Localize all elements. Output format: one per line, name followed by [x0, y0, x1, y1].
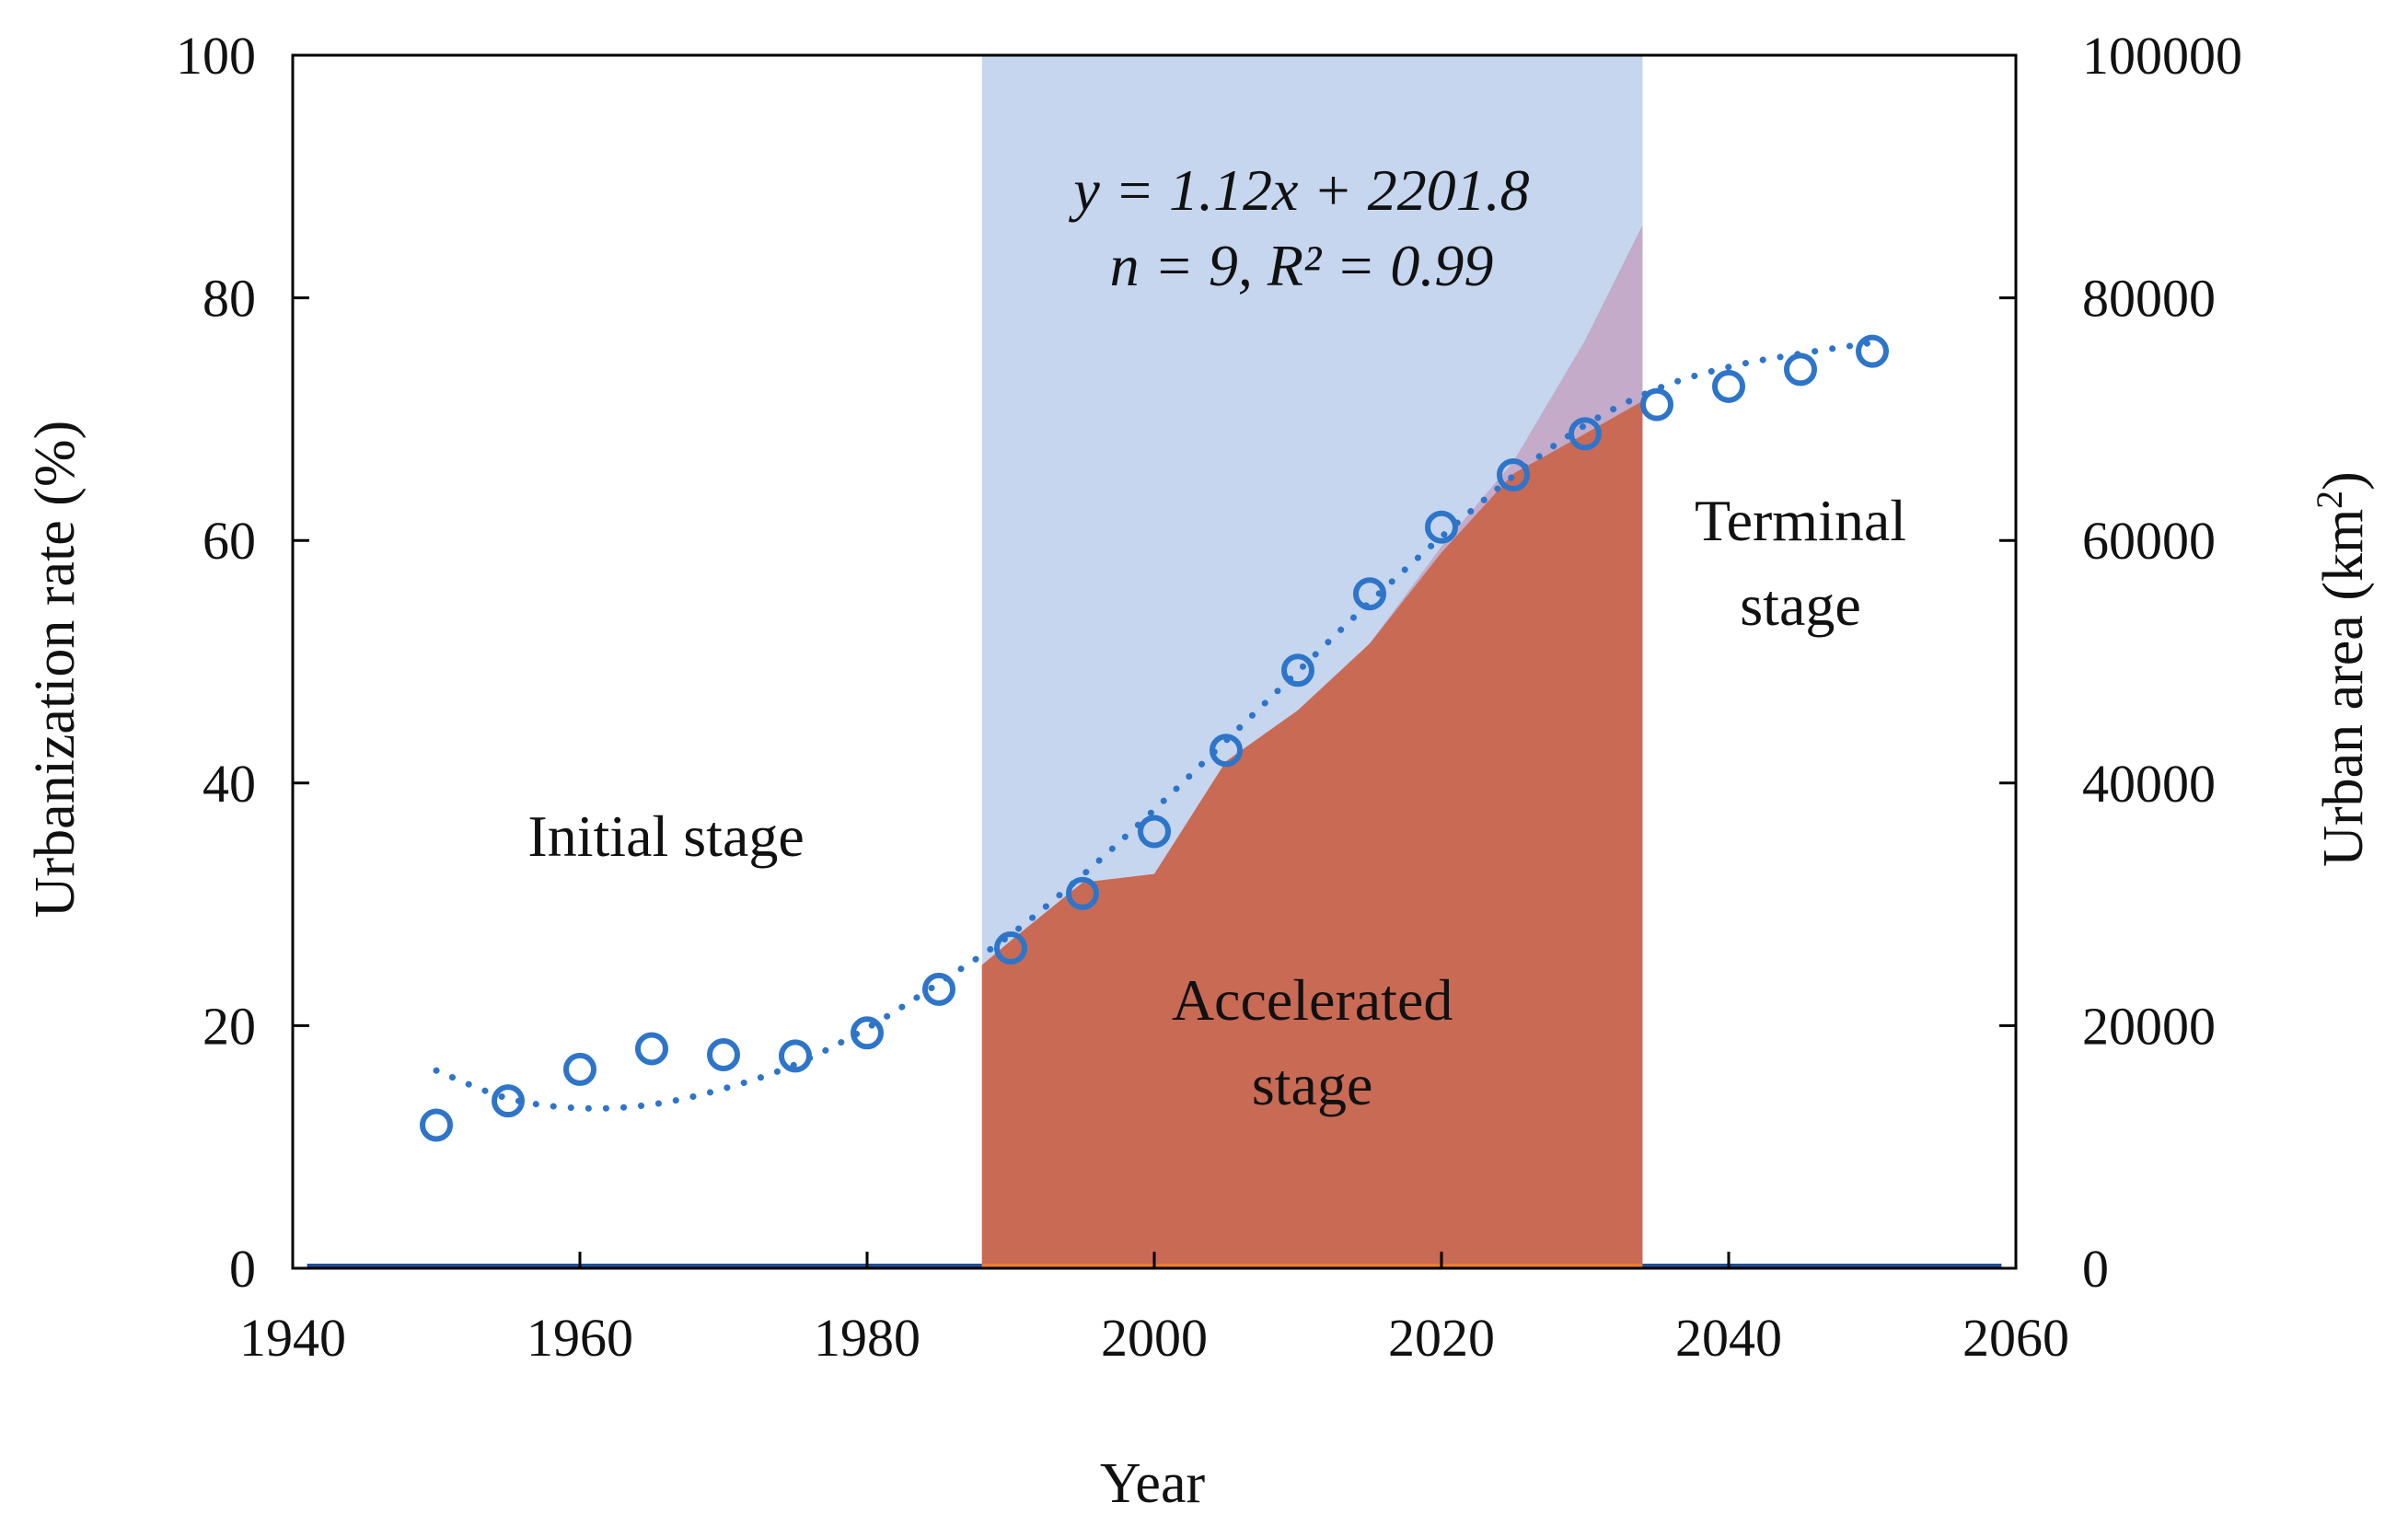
- stage-label-accelerated-0: Accelerated: [1172, 967, 1453, 1033]
- x-tick-label-1980: 1980: [814, 1308, 920, 1368]
- observed-points: [420, 334, 1889, 1142]
- y-left-tick-label-0: 0: [229, 1239, 256, 1299]
- y-axis-left-title: Urbanization rate (%): [24, 421, 87, 919]
- x-tick-label-2000: 2000: [1101, 1308, 1208, 1368]
- area-series-1: [981, 400, 1643, 1268]
- data-point-1985: [922, 972, 955, 1006]
- data-point-2045: [1784, 352, 1817, 387]
- y-left-tick-label-40: 40: [203, 754, 256, 814]
- equation-line-2: n = 9, R² = 0.99: [1110, 233, 1494, 298]
- data-point-2000: [1138, 815, 1171, 849]
- stage-labels: Initial stage Accelerated stage Terminal sta…: [527, 488, 1906, 1117]
- data-point-1990: [994, 931, 1027, 965]
- y-right-tick-label-20000: 20000: [2082, 996, 2216, 1056]
- x-tick-label-1960: 1960: [527, 1308, 633, 1368]
- data-point-1995: [1066, 876, 1099, 910]
- x-axis-title: Year: [1100, 1452, 1206, 1515]
- data-point-2020: [1425, 510, 1458, 544]
- data-point-1975: [779, 1039, 812, 1073]
- y-axis-right-title: Urban area (km2): [2309, 471, 2375, 867]
- x-tick-label-2040: 2040: [1675, 1308, 1782, 1368]
- y-right-tick-label-40000: 40000: [2082, 754, 2216, 814]
- data-point-1955: [492, 1084, 525, 1118]
- x-tick-label-1940: 1940: [239, 1308, 346, 1368]
- y-left-tick-label-60: 60: [203, 511, 256, 571]
- x-tick-label-2020: 2020: [1388, 1308, 1495, 1368]
- stage-label-initial-0: Initial stage: [527, 803, 804, 869]
- data-point-2040: [1712, 369, 1745, 403]
- data-point-2025: [1497, 458, 1530, 492]
- data-point-2010: [1281, 653, 1314, 688]
- equation-line-1: y = 1.12x + 2201.8: [1068, 157, 1529, 223]
- y-axis-right-title-sup: 2: [2309, 491, 2350, 509]
- x-axis: 1940 1960 1980 2000 2020 2040 2060: [239, 1252, 2069, 1368]
- stage-label-accelerated-1: stage: [1252, 1052, 1373, 1117]
- y-axis-left: 0 20 40 60 80 100: [176, 26, 309, 1299]
- stage-label-terminal-0: Terminal: [1695, 488, 1906, 553]
- data-point-1960: [563, 1052, 596, 1086]
- y-left-tick-label-20: 20: [203, 996, 256, 1056]
- data-point-1965: [635, 1032, 668, 1066]
- urban-area-series: [981, 225, 1643, 1268]
- data-point-2030: [1569, 417, 1602, 451]
- x-tick-label-2060: 2060: [1962, 1308, 2069, 1368]
- data-point-2005: [1210, 734, 1243, 768]
- y-axis-right-title-close: ): [2312, 471, 2375, 491]
- trend-line-path: [433, 339, 1876, 1112]
- data-point-1980: [851, 1016, 884, 1050]
- y-right-tick-label-0: 0: [2082, 1239, 2109, 1299]
- y-axis-right: 0 20000 40000 60000 80000 100000: [1999, 26, 2242, 1299]
- y-right-tick-label-80000: 80000: [2082, 269, 2216, 329]
- trend-line: [433, 339, 1876, 1112]
- y-left-tick-label-80: 80: [203, 269, 256, 329]
- data-point-1970: [707, 1038, 740, 1072]
- y-left-tick-label-100: 100: [176, 26, 256, 86]
- data-point-1950: [420, 1108, 453, 1142]
- y-axis-right-title-base: Urban area (km: [2312, 509, 2375, 867]
- data-point-2035: [1640, 387, 1673, 422]
- y-right-tick-label-100000: 100000: [2082, 26, 2242, 86]
- y-right-tick-label-60000: 60000: [2082, 511, 2216, 571]
- stage-label-terminal-1: stage: [1740, 572, 1861, 638]
- data-point-2015: [1353, 577, 1386, 611]
- data-point-2050: [1856, 334, 1889, 368]
